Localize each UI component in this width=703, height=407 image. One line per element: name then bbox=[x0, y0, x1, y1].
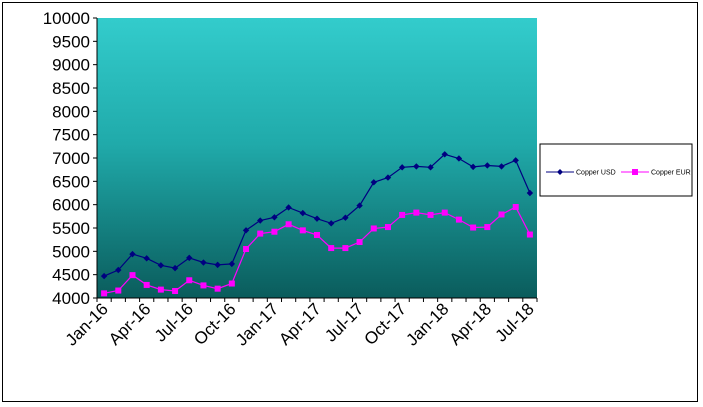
y-tick-label: 9000 bbox=[52, 56, 90, 75]
legend-box bbox=[539, 143, 693, 197]
data-point-copper-eur bbox=[228, 280, 235, 287]
y-tick-label: 5500 bbox=[52, 219, 90, 238]
data-point-copper-eur bbox=[285, 221, 292, 228]
x-tick-label: Apr-17 bbox=[275, 299, 325, 349]
data-point-copper-usd bbox=[356, 202, 363, 209]
data-point-copper-usd bbox=[200, 259, 207, 266]
data-point-copper-eur bbox=[526, 231, 533, 238]
data-point-copper-usd bbox=[171, 264, 179, 272]
data-point-copper-eur bbox=[413, 209, 420, 216]
data-point-copper-usd bbox=[186, 254, 193, 262]
data-point-copper-usd bbox=[327, 220, 335, 227]
data-point-copper-eur bbox=[498, 211, 505, 218]
data-point-copper-usd bbox=[257, 217, 264, 224]
data-point-copper-eur bbox=[427, 211, 434, 218]
data-point-copper-usd bbox=[115, 266, 122, 274]
data-point-copper-eur bbox=[470, 224, 477, 231]
data-point-copper-usd bbox=[271, 214, 278, 221]
data-point-copper-usd bbox=[370, 179, 377, 186]
data-point-copper-eur bbox=[186, 277, 193, 284]
data-point-copper-usd bbox=[441, 151, 448, 158]
data-point-copper-eur bbox=[370, 225, 377, 232]
y-tick-label: 6000 bbox=[52, 196, 90, 215]
data-point-copper-eur bbox=[484, 224, 491, 231]
data-point-copper-usd bbox=[285, 204, 292, 211]
data-point-copper-usd bbox=[100, 272, 108, 280]
data-point-copper-eur bbox=[328, 245, 335, 252]
data-point-copper-usd bbox=[526, 189, 534, 197]
y-tick-label: 5000 bbox=[52, 242, 90, 261]
data-point-copper-eur bbox=[342, 245, 349, 252]
data-point-copper-eur bbox=[101, 290, 108, 297]
x-axis: Jan-16Apr-16Jul-16Oct-16Jan-17Apr-17Jul-… bbox=[62, 297, 538, 350]
data-point-copper-eur bbox=[243, 246, 250, 252]
data-point-copper-eur bbox=[115, 287, 122, 294]
data-point-copper-usd bbox=[157, 262, 165, 269]
data-point-copper-eur bbox=[356, 239, 363, 245]
data-point-copper-eur bbox=[200, 282, 207, 289]
y-tick-label: 4500 bbox=[52, 266, 90, 285]
y-tick-label: 7500 bbox=[52, 126, 90, 145]
x-tick-label: Apr-18 bbox=[446, 299, 496, 349]
legend-eur-square-marker bbox=[632, 169, 638, 175]
x-tick-label: Jul-17 bbox=[321, 299, 367, 345]
data-point-copper-eur bbox=[129, 272, 136, 279]
y-tick-label: 9500 bbox=[52, 32, 90, 51]
data-point-copper-usd bbox=[313, 215, 321, 222]
y-tick-label: 4000 bbox=[52, 289, 90, 308]
data-point-copper-eur bbox=[299, 227, 306, 234]
data-point-copper-usd bbox=[242, 227, 250, 234]
data-point-copper-usd bbox=[143, 255, 150, 262]
data-point-copper-eur bbox=[157, 286, 164, 293]
data-point-copper-usd bbox=[398, 164, 406, 171]
x-tick-label: Jan-18 bbox=[402, 299, 452, 349]
data-point-copper-usd bbox=[214, 261, 221, 269]
y-axis: 4000 4500 5000 5500 6000 6500 7000 7500 8000 8500… bbox=[43, 9, 98, 308]
data-point-copper-eur bbox=[455, 216, 462, 223]
x-tick-label: Oct-16 bbox=[190, 299, 240, 349]
legend-usd-diamond-marker bbox=[557, 169, 563, 175]
y-tick-label: 10000 bbox=[43, 9, 90, 28]
data-point-copper-usd bbox=[427, 164, 434, 171]
x-tick-label: Jul-18 bbox=[492, 299, 538, 345]
data-point-copper-usd bbox=[342, 214, 349, 221]
x-tick-label: Apr-16 bbox=[105, 299, 155, 349]
data-point-copper-eur bbox=[257, 230, 264, 237]
data-point-copper-usd bbox=[228, 260, 236, 268]
data-point-copper-usd bbox=[469, 163, 477, 171]
data-point-copper-usd bbox=[484, 162, 491, 169]
data-point-copper-usd bbox=[384, 174, 392, 181]
legend-label-copper-eur: Copper EUR bbox=[651, 170, 691, 177]
x-tick-label: Jan-17 bbox=[232, 299, 282, 349]
data-point-copper-usd bbox=[413, 163, 420, 170]
legend: Copper USD Copper EUR bbox=[539, 143, 693, 197]
data-point-copper-eur bbox=[143, 281, 150, 288]
data-point-copper-eur bbox=[384, 224, 391, 231]
legend-label-copper-usd: Copper USD bbox=[576, 170, 616, 177]
data-point-copper-usd bbox=[299, 209, 307, 217]
data-point-copper-eur bbox=[512, 204, 519, 210]
data-point-copper-usd bbox=[498, 163, 505, 170]
data-point-copper-eur bbox=[271, 228, 278, 235]
series-layer bbox=[100, 151, 534, 297]
x-tick-label: Jul-16 bbox=[151, 299, 197, 345]
y-tick-label: 6500 bbox=[52, 172, 90, 191]
data-point-copper-eur bbox=[172, 288, 179, 294]
y-tick-label: 8500 bbox=[52, 79, 90, 98]
data-point-copper-eur bbox=[441, 209, 448, 216]
plot-area bbox=[97, 18, 537, 298]
data-point-copper-eur bbox=[214, 285, 221, 292]
data-point-copper-eur bbox=[314, 232, 320, 238]
data-point-copper-usd bbox=[455, 155, 463, 162]
y-tick-label: 7000 bbox=[52, 149, 90, 168]
data-point-copper-usd bbox=[512, 157, 519, 164]
data-point-copper-eur bbox=[399, 211, 406, 218]
x-tick-label: Oct-17 bbox=[360, 299, 410, 349]
data-point-copper-usd bbox=[129, 250, 136, 258]
y-tick-label: 8000 bbox=[52, 102, 90, 121]
